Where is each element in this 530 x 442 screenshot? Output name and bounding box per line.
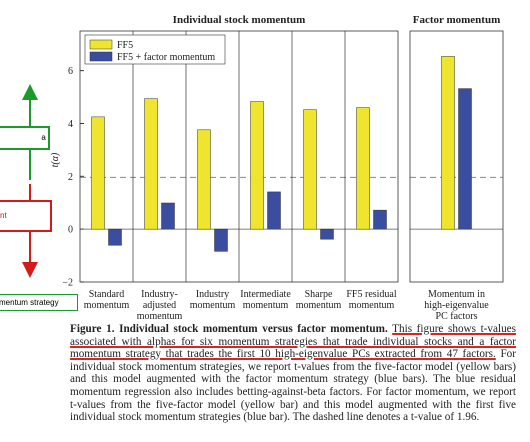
label-line: Industry- <box>141 289 178 300</box>
bar <box>458 88 472 230</box>
bar <box>441 56 455 230</box>
x-tick-label: Intermediate momentum <box>240 289 291 311</box>
label-line: Industry <box>196 289 229 300</box>
bar <box>144 98 158 230</box>
bar <box>108 228 122 246</box>
label-line: momentum <box>137 311 183 320</box>
plot-frame <box>409 30 504 283</box>
caption-body: For individual stock momentum strategies… <box>70 348 516 424</box>
bar <box>320 228 334 240</box>
label-line: momentum <box>296 300 342 311</box>
label-line: PC factors <box>436 311 478 320</box>
bar <box>197 129 211 230</box>
annotation-text: nt <box>0 211 7 220</box>
caption-label: Figure 1. Individual stock momentum vers… <box>70 323 388 335</box>
y-tick-label: 0 <box>68 225 73 236</box>
bar <box>214 228 228 252</box>
annotation-text: mentum strategy <box>0 298 59 307</box>
bar <box>356 107 370 230</box>
label-line: momentum <box>190 300 236 311</box>
caption-highlight: This figure shows t-values associated wi… <box>70 323 516 361</box>
bar <box>267 191 281 230</box>
chart-title: Individual stock momentum <box>173 14 306 26</box>
caption: Figure 1. Individual stock momentum vers… <box>70 323 516 424</box>
legend-swatch <box>89 51 113 62</box>
bar <box>373 209 387 230</box>
x-tick-label: Industry-adjusted momentum <box>137 289 183 320</box>
legend-label: FF5 + factor momentum <box>117 52 215 63</box>
annotation: nt <box>0 200 52 232</box>
bar <box>303 109 317 230</box>
plot-frame <box>79 30 399 283</box>
x-tick-label: Standard momentum <box>84 289 130 311</box>
label-line: Standard <box>89 289 125 300</box>
label-line: FF5 residual <box>346 289 397 300</box>
y-tick-label: 2 <box>68 172 73 183</box>
label-line: Momentum in <box>428 289 485 300</box>
y-tick-label: 6 <box>68 66 73 77</box>
label-line: Intermediate <box>240 289 291 300</box>
annotation: mentum strategy <box>0 294 78 311</box>
legend-swatch <box>89 39 113 50</box>
x-tick-label: Industry momentum <box>190 289 236 311</box>
bar <box>91 116 105 230</box>
x-tick-label: Momentum in high-eigenvalue PC factors <box>424 289 489 320</box>
label-line: momentum <box>349 300 395 311</box>
annotation: a <box>0 126 50 150</box>
label-line: Sharpe <box>305 289 333 300</box>
label-line: momentum <box>243 300 289 311</box>
y-tick-label: −2 <box>62 278 73 289</box>
x-tick-label: FF5 residual momentum <box>346 289 397 311</box>
bar <box>161 202 175 230</box>
y-axis-label: t(α) <box>50 152 61 167</box>
legend-label: FF5 <box>117 40 133 51</box>
x-tick-label: Sharpe momentum <box>296 289 342 311</box>
bar <box>250 101 264 230</box>
y-tick-label: 4 <box>68 119 73 130</box>
chart-title: Factor momentum <box>413 14 500 26</box>
figure: Individual stock momentum −2 0 2 4 6 t(α) Stand… <box>22 14 504 320</box>
label-line: momentum <box>84 300 130 311</box>
annotation-text: a <box>41 133 46 142</box>
label-line: adjusted <box>143 300 176 311</box>
label-line: high-eigenvalue <box>424 300 489 311</box>
